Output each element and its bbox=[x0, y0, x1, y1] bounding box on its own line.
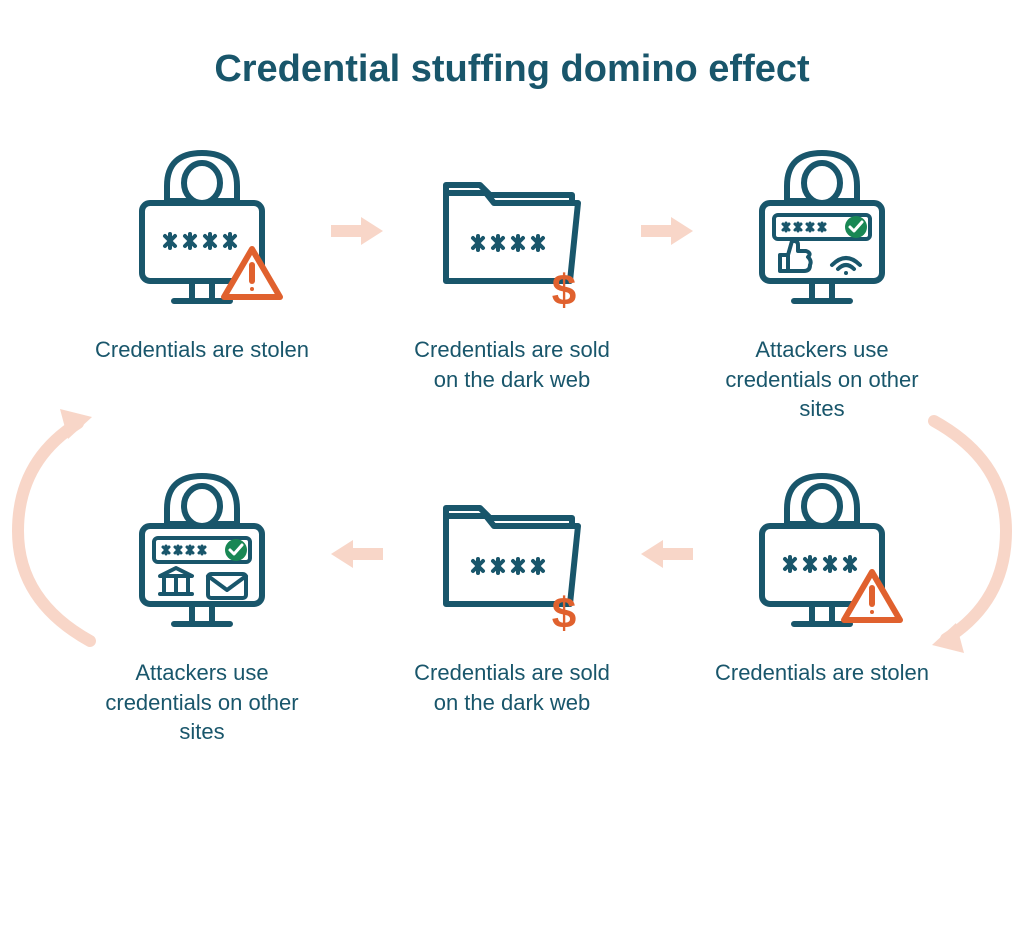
row-top: Credentials are stolen bbox=[62, 111, 962, 434]
row-bottom: Attackers use credentials on other sites bbox=[62, 434, 962, 757]
arrow-2-3 bbox=[637, 141, 697, 321]
step-4: Credentials are stolen bbox=[712, 464, 932, 688]
step-3-label: Attackers use credentials on other sites bbox=[712, 335, 932, 424]
step-6-label: Attackers use credentials on other sites bbox=[92, 658, 312, 747]
arrow-4-5 bbox=[637, 464, 697, 644]
svg-text:$: $ bbox=[552, 589, 576, 638]
folder-dollar-icon: $ bbox=[422, 141, 602, 321]
step-1: Credentials are stolen bbox=[92, 141, 312, 365]
svg-text:$: $ bbox=[552, 266, 576, 315]
hacker-ok-bankmail-icon bbox=[112, 464, 292, 644]
arrow-6-1-curve bbox=[4, 401, 114, 661]
step-2-label: Credentials are sold on the dark web bbox=[402, 335, 622, 394]
hacker-warning-icon bbox=[112, 141, 292, 321]
hacker-warning-icon-2 bbox=[732, 464, 912, 644]
step-1-label: Credentials are stolen bbox=[95, 335, 309, 365]
arrow-1-2 bbox=[327, 141, 387, 321]
step-6: Attackers use credentials on other sites bbox=[92, 464, 312, 747]
step-3: Attackers use credentials on other sites bbox=[712, 141, 932, 424]
arrow-5-6 bbox=[327, 464, 387, 644]
diagram-grid: Credentials are stolen bbox=[62, 111, 962, 757]
page-title: Credential stuffing domino effect bbox=[0, 0, 1024, 111]
step-2: $ Credentials are sold on the dark web bbox=[402, 141, 622, 394]
hacker-ok-social-icon bbox=[732, 141, 912, 321]
folder-dollar-icon-2: $ bbox=[422, 464, 602, 644]
step-5-label: Credentials are sold on the dark web bbox=[402, 658, 622, 717]
step-4-label: Credentials are stolen bbox=[715, 658, 929, 688]
step-5: $ Credentials are sold on the dark web bbox=[402, 464, 622, 717]
arrow-3-4-curve bbox=[910, 401, 1020, 661]
